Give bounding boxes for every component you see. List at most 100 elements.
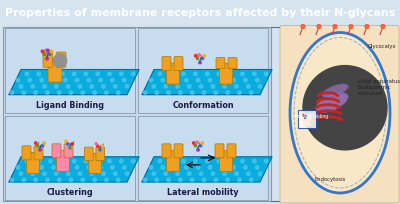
Polygon shape <box>9 157 139 182</box>
Circle shape <box>65 140 67 143</box>
Circle shape <box>246 172 250 175</box>
Circle shape <box>196 166 200 169</box>
Circle shape <box>41 50 44 53</box>
FancyBboxPatch shape <box>220 150 232 171</box>
Circle shape <box>301 24 305 29</box>
FancyBboxPatch shape <box>166 63 180 84</box>
FancyBboxPatch shape <box>215 144 224 158</box>
Circle shape <box>264 72 268 76</box>
Circle shape <box>211 172 215 175</box>
Circle shape <box>49 72 52 76</box>
Circle shape <box>317 24 321 29</box>
Circle shape <box>66 85 70 88</box>
Circle shape <box>22 178 26 182</box>
Circle shape <box>220 166 224 169</box>
Circle shape <box>205 72 209 76</box>
Circle shape <box>197 149 199 151</box>
FancyBboxPatch shape <box>5 116 135 200</box>
FancyBboxPatch shape <box>3 28 271 201</box>
FancyBboxPatch shape <box>34 146 43 160</box>
Circle shape <box>97 145 99 147</box>
Circle shape <box>39 149 41 151</box>
Circle shape <box>122 78 126 82</box>
Circle shape <box>333 24 337 29</box>
Circle shape <box>43 142 46 144</box>
Circle shape <box>10 91 14 94</box>
Circle shape <box>185 166 188 169</box>
Circle shape <box>152 85 156 88</box>
Circle shape <box>131 159 135 163</box>
Circle shape <box>241 72 244 76</box>
Circle shape <box>66 172 70 175</box>
Circle shape <box>167 91 170 94</box>
Circle shape <box>149 78 153 82</box>
Circle shape <box>173 166 176 169</box>
Circle shape <box>108 159 111 163</box>
FancyBboxPatch shape <box>174 144 183 158</box>
Circle shape <box>102 172 105 175</box>
Circle shape <box>19 172 23 175</box>
Circle shape <box>101 145 103 147</box>
Circle shape <box>182 72 185 76</box>
Circle shape <box>93 91 96 94</box>
FancyBboxPatch shape <box>138 116 268 200</box>
FancyBboxPatch shape <box>162 57 171 71</box>
FancyBboxPatch shape <box>26 152 40 173</box>
Circle shape <box>78 172 82 175</box>
Circle shape <box>199 144 202 147</box>
Circle shape <box>194 144 197 147</box>
Circle shape <box>229 159 232 163</box>
Circle shape <box>185 78 188 82</box>
FancyBboxPatch shape <box>166 150 180 171</box>
Circle shape <box>95 143 97 145</box>
Circle shape <box>64 78 67 82</box>
FancyBboxPatch shape <box>64 144 73 158</box>
Circle shape <box>99 78 102 82</box>
Circle shape <box>131 72 135 76</box>
Circle shape <box>205 159 209 163</box>
Circle shape <box>235 85 238 88</box>
Circle shape <box>211 85 215 88</box>
Circle shape <box>258 172 262 175</box>
Circle shape <box>252 72 256 76</box>
FancyBboxPatch shape <box>302 114 307 121</box>
FancyBboxPatch shape <box>56 52 66 67</box>
Circle shape <box>170 159 174 163</box>
Circle shape <box>22 91 26 94</box>
Circle shape <box>87 78 91 82</box>
Circle shape <box>90 172 94 175</box>
Text: Clustering: Clustering <box>47 188 93 197</box>
Circle shape <box>217 72 221 76</box>
Circle shape <box>201 142 204 144</box>
Circle shape <box>37 72 40 76</box>
Circle shape <box>190 91 194 94</box>
Circle shape <box>34 178 38 182</box>
Text: Conformation: Conformation <box>172 101 234 110</box>
FancyBboxPatch shape <box>43 52 53 67</box>
Circle shape <box>192 142 195 144</box>
Circle shape <box>349 24 353 29</box>
Circle shape <box>105 178 108 182</box>
Circle shape <box>34 142 37 144</box>
FancyBboxPatch shape <box>56 150 70 171</box>
Circle shape <box>208 166 212 169</box>
Circle shape <box>52 166 55 169</box>
FancyBboxPatch shape <box>96 147 104 161</box>
Circle shape <box>71 143 74 145</box>
Circle shape <box>10 178 14 182</box>
Circle shape <box>72 72 76 76</box>
Circle shape <box>167 178 170 182</box>
Circle shape <box>214 91 218 94</box>
Circle shape <box>48 53 51 55</box>
Circle shape <box>87 166 91 169</box>
Circle shape <box>16 166 20 169</box>
Circle shape <box>116 91 120 94</box>
Circle shape <box>223 85 226 88</box>
Ellipse shape <box>322 84 348 97</box>
Ellipse shape <box>316 93 348 113</box>
Circle shape <box>125 85 129 88</box>
Circle shape <box>202 91 206 94</box>
Circle shape <box>178 178 182 182</box>
Circle shape <box>81 178 85 182</box>
Circle shape <box>28 166 32 169</box>
